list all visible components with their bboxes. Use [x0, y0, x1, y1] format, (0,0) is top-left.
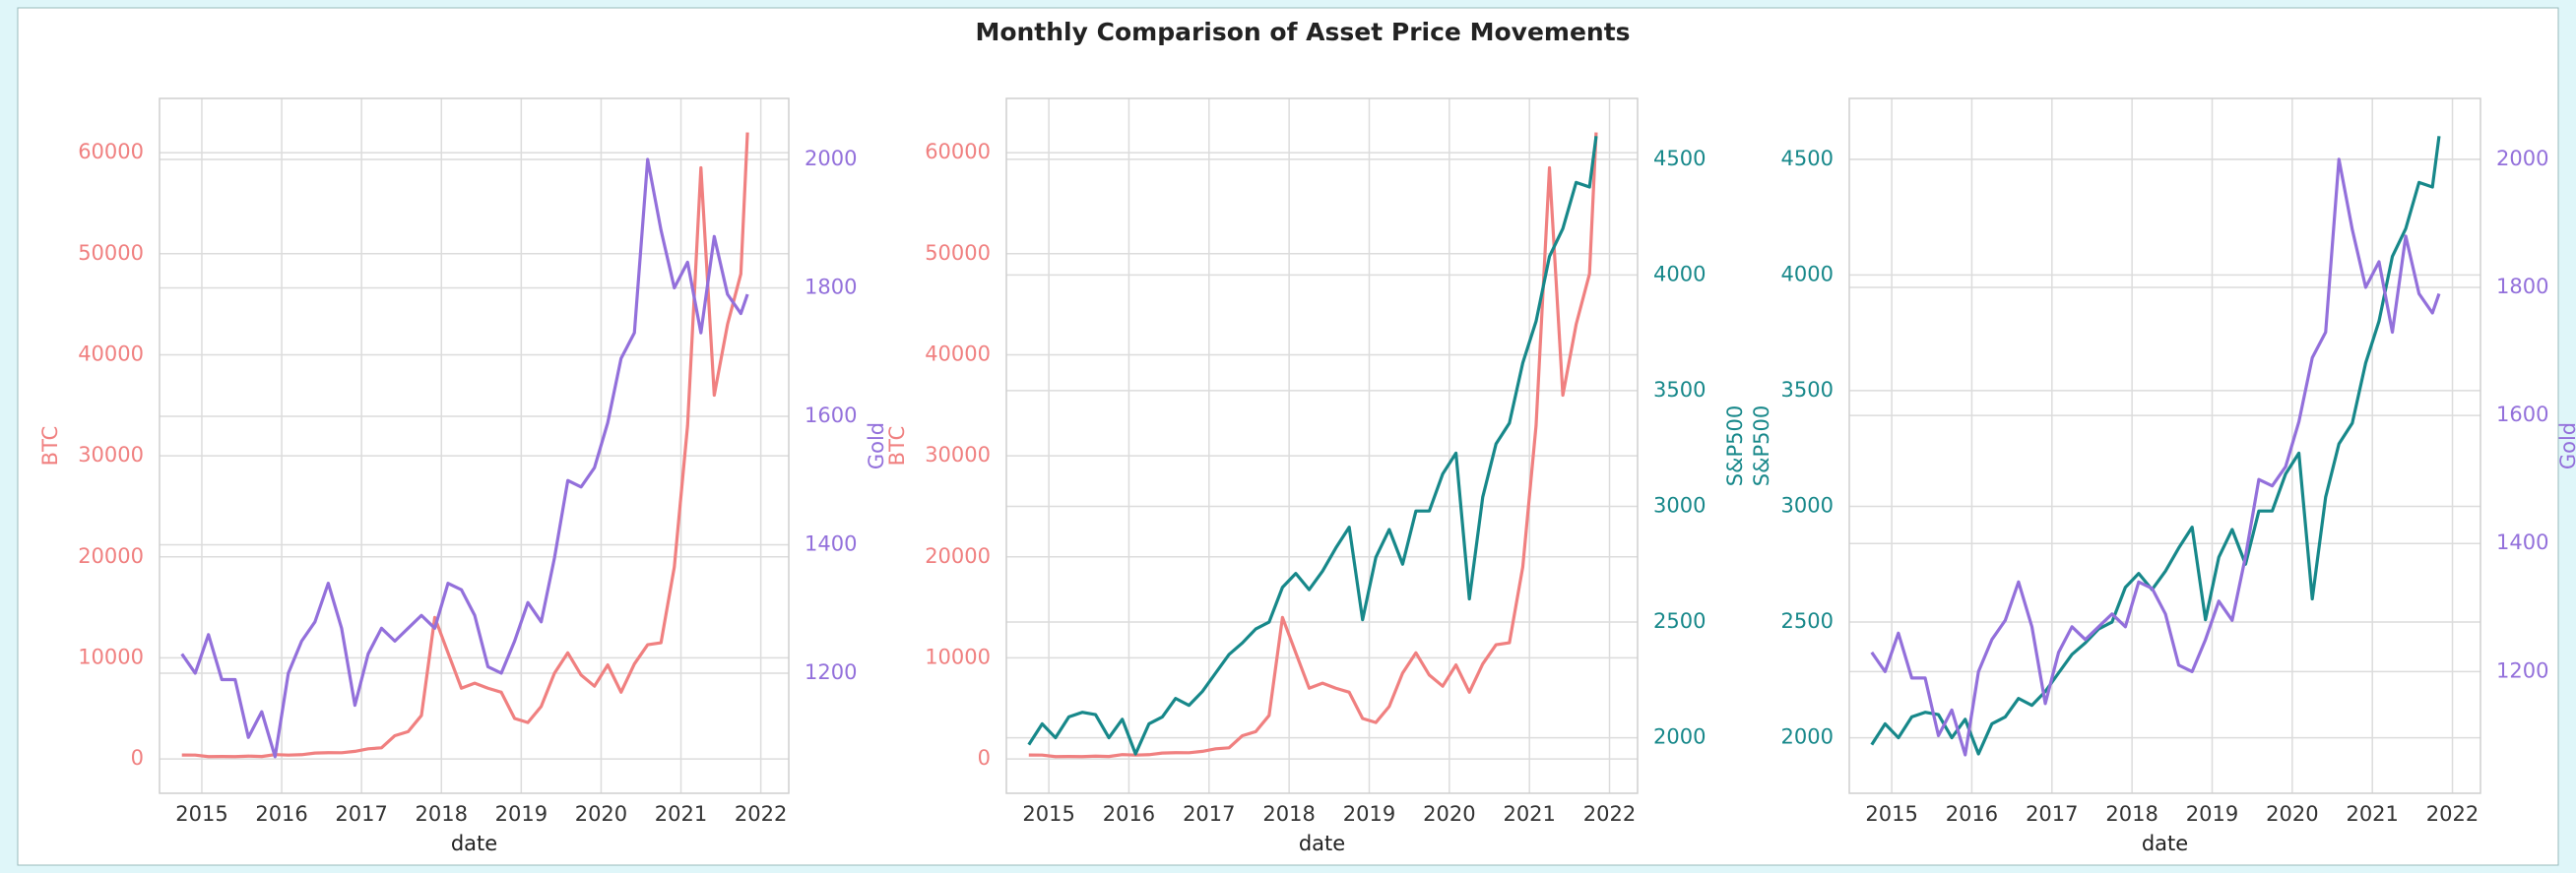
- x-tick-label: 2022: [1583, 802, 1636, 826]
- y2-tick-label: 2000: [2496, 147, 2548, 170]
- y-tick-label: 40000: [925, 342, 991, 365]
- x-tick-label: 2015: [1865, 802, 1917, 826]
- series-line: [1870, 157, 2441, 757]
- figure-title: Monthly Comparison of Asset Price Moveme…: [975, 18, 1630, 46]
- y-tick-label: 2000: [1781, 725, 1834, 749]
- y2-tick-label: 2000: [1653, 725, 1706, 749]
- y2-tick-label: 4500: [1653, 147, 1706, 170]
- y-axis-label: BTC: [885, 426, 909, 467]
- x-tick-label: 2019: [2186, 802, 2238, 826]
- y-tick-label: 10000: [925, 645, 991, 668]
- figure-background: [17, 7, 2559, 866]
- x-tick-label: 2020: [2266, 802, 2318, 826]
- x-tick-label: 2020: [1423, 802, 1475, 826]
- axes-frame: [159, 97, 790, 794]
- y-axis-label: S&P500: [1750, 405, 1773, 486]
- x-tick-label: 2016: [1946, 802, 1998, 826]
- series-line: [180, 157, 749, 759]
- axes-frame: [1005, 97, 1639, 794]
- x-tick-label: 2015: [175, 802, 227, 826]
- y-tick-label: 3500: [1781, 378, 1834, 402]
- y-tick-label: 30000: [925, 443, 991, 467]
- x-axis-label: date: [1299, 832, 1345, 855]
- y2-tick-label: 2500: [1653, 609, 1706, 633]
- x-tick-label: 2022: [735, 802, 787, 826]
- y2-tick-label: 1800: [805, 275, 857, 298]
- y-tick-label: 3000: [1781, 493, 1834, 517]
- x-tick-label: 2021: [2346, 802, 2398, 826]
- y-tick-label: 50000: [925, 241, 991, 265]
- y2-tick-label: 3000: [1653, 493, 1706, 517]
- y-tick-label: 0: [131, 746, 144, 770]
- x-tick-label: 2021: [1503, 802, 1555, 826]
- y2-tick-label: 3500: [1653, 378, 1706, 402]
- x-tick-label: 2019: [495, 802, 547, 826]
- y2-axis-label: S&P500: [1723, 405, 1747, 486]
- y2-tick-label: 1200: [805, 660, 857, 684]
- y-axis-label: BTC: [38, 426, 62, 467]
- y-tick-label: 10000: [78, 645, 144, 668]
- y2-tick-label: 1600: [2496, 403, 2548, 426]
- y-tick-label: 60000: [78, 140, 144, 163]
- x-tick-label: 2019: [1343, 802, 1395, 826]
- y-tick-label: 20000: [78, 544, 144, 568]
- y-tick-label: 4000: [1781, 262, 1834, 285]
- y2-axis-label: Gold: [2556, 422, 2576, 469]
- y-tick-label: 30000: [78, 443, 144, 467]
- series-line: [181, 132, 749, 759]
- x-tick-label: 2018: [416, 802, 468, 826]
- x-tick-label: 2018: [1262, 802, 1315, 826]
- y2-tick-label: 1600: [805, 404, 857, 427]
- x-tick-label: 2021: [655, 802, 707, 826]
- y2-tick-label: 1400: [2496, 530, 2548, 554]
- series-line: [1027, 136, 1598, 756]
- x-tick-label: 2015: [1022, 802, 1074, 826]
- x-tick-label: 2022: [2426, 802, 2479, 826]
- y2-tick-label: 1200: [2496, 658, 2548, 682]
- y2-axis-label: Gold: [865, 422, 888, 469]
- y-tick-label: 60000: [925, 140, 991, 163]
- axes-frame: [1848, 97, 2481, 794]
- x-tick-label: 2017: [1183, 802, 1235, 826]
- x-tick-label: 2020: [575, 802, 627, 826]
- x-tick-label: 2016: [255, 802, 307, 826]
- y2-tick-label: 1400: [805, 531, 857, 555]
- x-tick-label: 2017: [2026, 802, 2078, 826]
- x-tick-label: 2016: [1103, 802, 1155, 826]
- y2-tick-label: 4000: [1653, 262, 1706, 285]
- y2-tick-label: 1800: [2496, 275, 2548, 298]
- series-line: [1870, 136, 2441, 756]
- x-tick-label: 2018: [2105, 802, 2157, 826]
- x-tick-label: 2017: [335, 802, 387, 826]
- y-tick-label: 40000: [78, 342, 144, 365]
- y-tick-label: 50000: [78, 241, 144, 265]
- y-tick-label: 20000: [925, 544, 991, 568]
- y-tick-label: 0: [978, 746, 991, 770]
- x-axis-label: date: [2142, 832, 2188, 855]
- x-axis-label: date: [451, 832, 497, 855]
- y-tick-label: 2500: [1781, 609, 1834, 633]
- y-tick-label: 4500: [1781, 147, 1834, 170]
- series-line: [1028, 132, 1598, 759]
- y2-tick-label: 2000: [805, 147, 857, 170]
